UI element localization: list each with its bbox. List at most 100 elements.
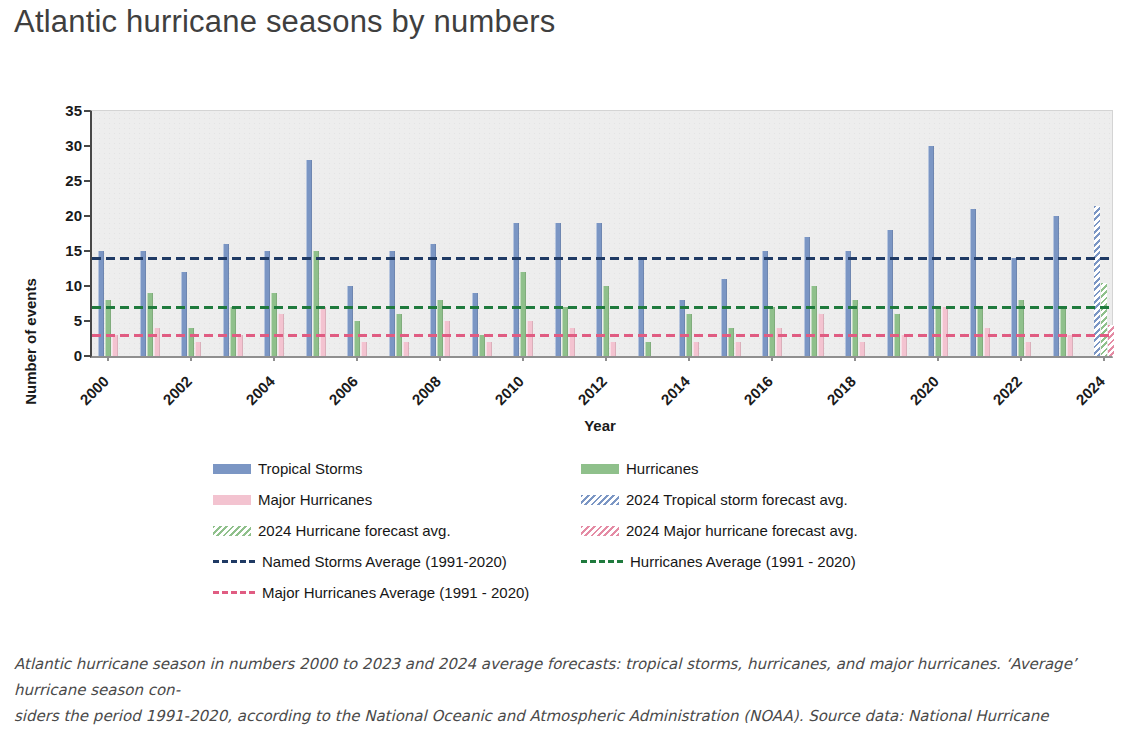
bar-forecast-2024-hurricane-forecast-avg bbox=[1101, 283, 1107, 357]
bar-major-hurricanes-2023 bbox=[1067, 335, 1073, 356]
bar-tropical-storms-2018 bbox=[845, 251, 851, 356]
bar-cluster-2019 bbox=[887, 230, 907, 356]
y-tick-mark-5 bbox=[84, 320, 90, 322]
x-tick-mark-2024 bbox=[1103, 356, 1105, 361]
bar-major-hurricanes-2015 bbox=[735, 342, 741, 356]
legend-item-hurricanes: Hurricanes bbox=[581, 458, 1013, 479]
bar-major-hurricanes-2002 bbox=[195, 342, 201, 356]
avg-line-hurricanes-average-1991-2020 bbox=[92, 306, 1112, 309]
bar-hurricanes-2010 bbox=[520, 272, 526, 356]
y-tick-label-25: 25 bbox=[30, 172, 82, 189]
legend-swatch-hatch-2024-hurricane-forecast-avg bbox=[213, 526, 251, 536]
legend-item-major-hurricanes-average-1991-2020: Major Hurricanes Average (1991 - 2020) bbox=[213, 582, 581, 603]
legend-swatch-hatch-2024-tropical-storm-forecast-avg bbox=[581, 495, 619, 505]
bar-tropical-storms-2006 bbox=[347, 286, 353, 356]
bar-cluster-2000 bbox=[98, 251, 118, 356]
caption-line-1: Atlantic hurricane season in numbers 200… bbox=[14, 651, 1132, 703]
legend-item-hurricanes-average-1991-2020: Hurricanes Average (1991 - 2020) bbox=[581, 551, 1013, 572]
bar-cluster-2017 bbox=[804, 237, 824, 356]
bar-major-hurricanes-2003 bbox=[237, 335, 243, 356]
bar-hurricanes-2002 bbox=[188, 328, 194, 356]
y-tick-label-30: 30 bbox=[30, 137, 82, 154]
bar-major-hurricanes-2009 bbox=[486, 342, 492, 356]
bar-tropical-storms-2017 bbox=[804, 237, 810, 356]
y-tick-mark-20 bbox=[84, 215, 90, 217]
bar-tropical-storms-2000 bbox=[98, 251, 104, 356]
bar-major-hurricanes-2019 bbox=[901, 335, 907, 356]
bar-hurricanes-2003 bbox=[230, 307, 236, 356]
y-tick-label-20: 20 bbox=[30, 207, 82, 224]
legend-label-hurricanes-average-1991-2020: Hurricanes Average (1991 - 2020) bbox=[630, 553, 856, 570]
bar-major-hurricanes-2018 bbox=[859, 342, 865, 356]
bar-major-hurricanes-2014 bbox=[693, 342, 699, 356]
caption-line-2: siders the period 1991-2020, according t… bbox=[14, 703, 1132, 734]
caption-text: Atlantic hurricane season in numbers 200… bbox=[14, 651, 1132, 734]
legend-label-hurricanes: Hurricanes bbox=[626, 460, 699, 477]
x-tick-mark-2010 bbox=[522, 356, 524, 361]
x-tick-mark-2000 bbox=[107, 356, 109, 361]
legend-item-2024-tropical-storm-forecast-avg: 2024 Tropical storm forecast avg. bbox=[581, 489, 1013, 510]
bar-tropical-storms-2019 bbox=[887, 230, 893, 356]
bar-hurricanes-2015 bbox=[728, 328, 734, 356]
bar-cluster-2006 bbox=[347, 286, 367, 356]
bar-major-hurricanes-2022 bbox=[1025, 342, 1031, 356]
bar-hurricanes-2013 bbox=[645, 342, 651, 356]
bar-hurricanes-2023 bbox=[1060, 307, 1066, 356]
bar-tropical-storms-2002 bbox=[181, 272, 187, 356]
bar-major-hurricanes-2012 bbox=[610, 342, 616, 356]
bar-tropical-storms-2009 bbox=[472, 293, 478, 356]
x-tick-mark-2004 bbox=[273, 356, 275, 361]
bar-cluster-2018 bbox=[845, 251, 865, 356]
plot-area: Number of events 05101520253035200020022… bbox=[90, 110, 1113, 358]
legend-swatch-bar-major-hurricanes bbox=[213, 495, 251, 505]
y-tick-label-10: 10 bbox=[30, 277, 82, 294]
bar-hurricanes-2012 bbox=[603, 286, 609, 356]
bar-major-hurricanes-2001 bbox=[154, 328, 160, 356]
legend-swatch-hatch-2024-major-hurricane-forecast-avg bbox=[581, 526, 619, 536]
bar-tropical-storms-2001 bbox=[140, 251, 146, 356]
bar-major-hurricanes-2007 bbox=[403, 342, 409, 356]
bar-cluster-2008 bbox=[430, 244, 450, 356]
legend-item-2024-hurricane-forecast-avg: 2024 Hurricane forecast avg. bbox=[213, 520, 581, 541]
x-tick-mark-2022 bbox=[1020, 356, 1022, 361]
bar-major-hurricanes-2016 bbox=[776, 328, 782, 356]
legend-swatch-dash-major-hurricanes-average-1991-2020 bbox=[213, 591, 255, 594]
y-tick-mark-15 bbox=[84, 250, 90, 252]
legend-label-2024-major-hurricane-forecast-avg: 2024 Major hurricane forecast avg. bbox=[626, 522, 858, 539]
legend-swatch-bar-tropical-storms bbox=[213, 464, 251, 474]
bar-tropical-storms-2015 bbox=[721, 279, 727, 356]
y-tick-mark-10 bbox=[84, 285, 90, 287]
bar-cluster-2007 bbox=[389, 251, 409, 356]
legend-label-major-hurricanes: Major Hurricanes bbox=[258, 491, 372, 508]
legend-label-tropical-storms: Tropical Storms bbox=[258, 460, 362, 477]
bar-major-hurricanes-2020 bbox=[942, 307, 948, 356]
bar-hurricanes-2016 bbox=[769, 307, 775, 356]
bar-major-hurricanes-2006 bbox=[361, 342, 367, 356]
bar-cluster-2020 bbox=[928, 146, 948, 356]
x-tick-mark-2018 bbox=[854, 356, 856, 361]
x-tick-mark-2014 bbox=[688, 356, 690, 361]
bar-tropical-storms-2007 bbox=[389, 251, 395, 356]
bar-tropical-storms-2004 bbox=[264, 251, 270, 356]
y-tick-label-15: 15 bbox=[30, 242, 82, 259]
bar-cluster-2003 bbox=[223, 244, 243, 356]
y-tick-mark-0 bbox=[84, 355, 90, 357]
bar-cluster-2015 bbox=[721, 279, 741, 356]
bar-cluster-2004 bbox=[264, 251, 284, 356]
bar-forecast-2024-major-hurricane-forecast-avg bbox=[1108, 325, 1114, 357]
legend-item-2024-major-hurricane-forecast-avg: 2024 Major hurricane forecast avg. bbox=[581, 520, 1013, 541]
bar-major-hurricanes-2010 bbox=[527, 321, 533, 356]
bar-hurricanes-2017 bbox=[811, 286, 817, 356]
avg-line-named-storms-average-1991-2020 bbox=[92, 257, 1112, 260]
chart-legend: Tropical Storms Hurricanes Major Hurricane… bbox=[213, 458, 1013, 603]
x-tick-mark-2006 bbox=[356, 356, 358, 361]
legend-swatch-bar-hurricanes bbox=[581, 464, 619, 474]
bar-hurricanes-2005 bbox=[313, 251, 319, 356]
x-tick-mark-2016 bbox=[771, 356, 773, 361]
legend-item-major-hurricanes: Major Hurricanes bbox=[213, 489, 581, 510]
bar-hurricanes-2011 bbox=[562, 307, 568, 356]
bar-hurricanes-2006 bbox=[354, 321, 360, 356]
legend-label-named-storms-average-1991-2020: Named Storms Average (1991-2020) bbox=[262, 553, 507, 570]
y-tick-mark-30 bbox=[84, 145, 90, 147]
legend-label-2024-tropical-storm-forecast-avg: 2024 Tropical storm forecast avg. bbox=[626, 491, 848, 508]
